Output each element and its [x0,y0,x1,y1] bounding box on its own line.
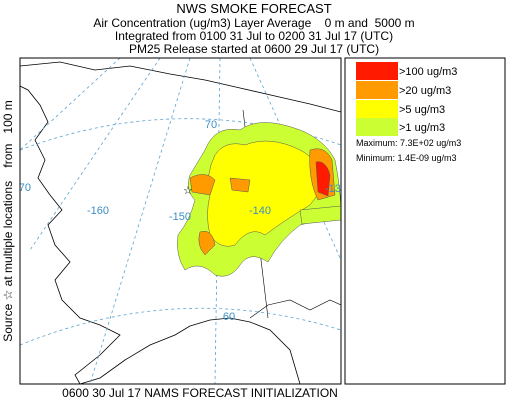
legend: >100 ug/m3 >20 ug/m3 >5 ug/m3 >1 ug/m3 Maxi… [344,57,506,385]
legend-swatch [356,100,398,118]
title: NWS SMOKE FORECAST [176,1,331,16]
legend-label: >20 ug/m3 [399,85,451,97]
graticule-label: -160 [87,205,109,217]
graticule-label: -130 [325,183,347,195]
source-label: Source ☆ at multiple locations from 100 … [1,100,15,342]
subtitle: Air Concentration (ug/m3) Layer Average … [93,16,414,30]
graticule [89,58,191,384]
graticule-label: -170 [9,182,31,194]
graticule [29,58,161,251]
source-star: ☆ [183,185,193,197]
graticule-label: -150 [169,211,191,223]
footer: 0600 30 Jul 17 NAMS FORECAST INITIALIZAT… [62,386,338,400]
graticule-label: 60 [223,311,235,323]
legend-swatch [356,118,398,136]
subtitle: Integrated from 0100 31 Jul to 0200 31 J… [115,29,393,43]
legend-minimum: Minimum: 1.4E-09 ug/m3 [356,153,457,163]
legend-frame [344,57,506,385]
smoke-plume [177,122,341,277]
graticule-label: 70 [205,119,217,131]
legend-label: >100 ug/m3 [399,66,457,78]
legend-maximum: Maximum: 7.3E+02 ug/m3 [356,138,461,148]
coastline [249,299,341,319]
graticule-label: -140 [249,205,271,217]
legend-swatch [356,62,398,80]
subtitle: PM25 Release started at 0600 29 Jul 17 (… [129,42,379,56]
legend-swatch [356,81,398,99]
map-panel: 70 -170 -160 -150 -140 -130 60 ☆ [9,57,347,385]
graticule [20,307,341,346]
map-frame [19,57,342,385]
legend-label: >1 ug/m3 [399,122,445,134]
graticule [20,58,121,151]
legend-label: >5 ug/m3 [399,104,445,116]
